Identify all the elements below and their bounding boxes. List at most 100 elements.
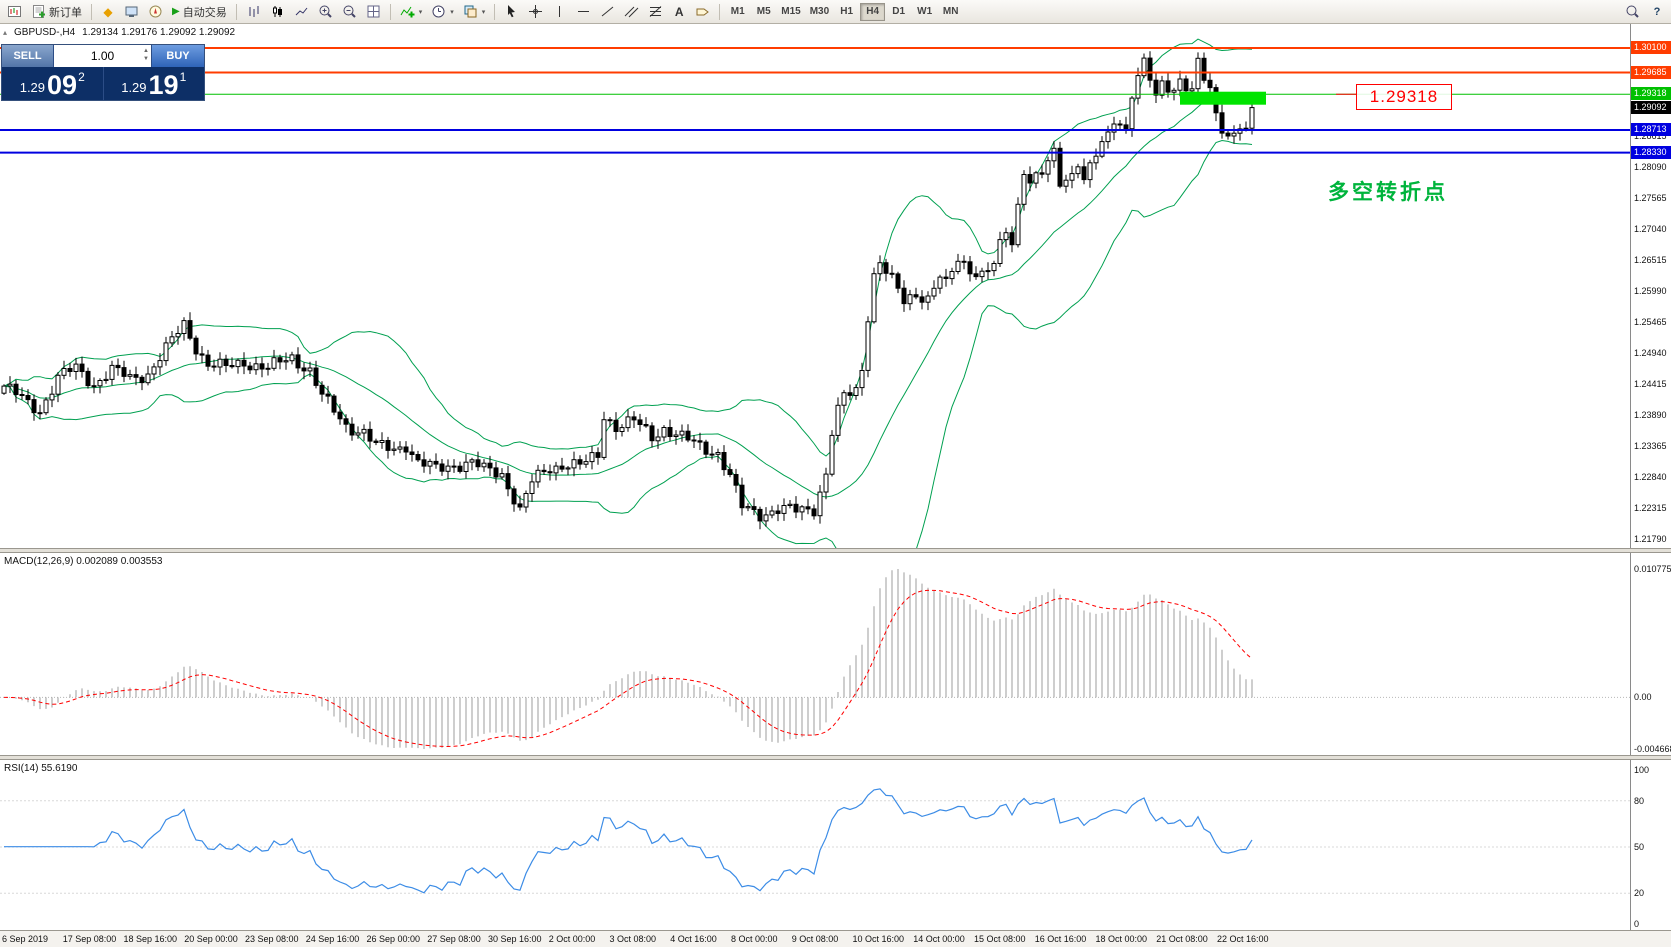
help-button[interactable]: ? (1646, 2, 1668, 22)
price-callout-box: 1.29318 (1356, 84, 1452, 110)
candle-body (373, 440, 379, 444)
candle-body (37, 412, 43, 415)
candle-body (1075, 166, 1081, 175)
volume-spinner[interactable]: ▲ ▼ (143, 47, 149, 63)
new-chart-button[interactable] (3, 2, 26, 22)
macd-scale-label: 0.00 (1634, 692, 1652, 702)
candle-body (859, 370, 865, 389)
auto-trading-label: 自动交易 (182, 6, 227, 19)
ask-price[interactable]: 1.29 19 1 (104, 67, 205, 100)
collapse-triangle-icon[interactable]: ▴ (3, 28, 8, 37)
price-chart-area[interactable]: ▴ GBPUSD-,H4 1.29134 1.29176 1.29092 1.2… (0, 24, 1630, 548)
volume-input[interactable] (54, 45, 151, 67)
candle-body (67, 368, 73, 372)
navigator-button[interactable] (144, 2, 167, 22)
line-chart-mode-button[interactable] (290, 2, 313, 22)
candle-body (607, 419, 613, 422)
time-axis-tick: 20 Sep 00:00 (184, 934, 238, 944)
candlestick-mode-button[interactable] (266, 2, 289, 22)
price-chart-canvas[interactable] (0, 24, 1630, 548)
candle-body (331, 395, 337, 413)
time-axis[interactable]: 6 Sep 2019 17 Sep 08:00 18 Sep 16:00 20 Sep… (0, 930, 1671, 947)
toolbar-right-group: ? (1621, 2, 1668, 22)
vertical-line-tool-button[interactable] (548, 2, 571, 22)
timeframe-button-m30[interactable]: M30 (806, 3, 833, 21)
timeframe-button-mn[interactable]: MN (938, 3, 963, 21)
candle-body (343, 418, 349, 425)
time-axis-tick: 15 Oct 08:00 (974, 934, 1026, 944)
candle-body (787, 503, 793, 506)
candle-body (307, 367, 313, 372)
bollinger-middle-band (3, 94, 1253, 498)
tile-windows-button[interactable] (362, 2, 385, 22)
candle-body (523, 493, 529, 508)
chart-window-icon (8, 6, 21, 17)
new-order-icon (33, 5, 45, 18)
bar-chart-mode-button[interactable] (242, 2, 265, 22)
candlestick-icon (272, 6, 282, 17)
crosshair-tool-button[interactable] (524, 2, 547, 22)
new-order-button[interactable]: 新订单 (27, 2, 86, 22)
templates-button[interactable]: ▾ (459, 2, 490, 22)
candle-body (1051, 147, 1057, 162)
timeframe-button-h4[interactable]: H4 (860, 2, 886, 21)
candle-body (625, 416, 631, 429)
candle-body (163, 342, 169, 362)
macd-panel[interactable]: MACD(12,26,9) 0.002089 0.003553 (0, 553, 1630, 755)
candle-body (145, 373, 151, 384)
sell-button[interactable]: SELL (2, 45, 54, 67)
zoom-out-button[interactable] (338, 2, 361, 22)
timeframe-button-m1[interactable]: M1 (725, 3, 750, 21)
candle-body (553, 465, 559, 474)
panel-splitter[interactable] (0, 548, 1671, 553)
candle-body (745, 506, 751, 509)
label-tool-button[interactable] (691, 2, 714, 22)
candle-body (157, 360, 163, 368)
periods-button[interactable]: ▾ (427, 2, 458, 22)
buy-button[interactable]: BUY (152, 45, 204, 67)
candle-body (865, 321, 871, 371)
candle-body (1069, 173, 1075, 181)
candle-body (265, 367, 271, 370)
symbol-period-label: GBPUSD-,H4 (14, 27, 76, 38)
spin-down-icon[interactable]: ▼ (143, 56, 149, 62)
indicators-button[interactable]: ▾ (396, 2, 427, 22)
trade-panel-prices: 1.29 09 2 1.29 19 1 (2, 67, 204, 100)
auto-trading-button[interactable]: ▶ 自动交易 (168, 2, 231, 22)
candle-body (835, 404, 841, 436)
candle-body (391, 448, 397, 451)
spin-up-icon[interactable]: ▲ (143, 48, 149, 54)
timeframe-button-w1[interactable]: W1 (912, 3, 937, 21)
timeframe-button-d1[interactable]: D1 (886, 3, 911, 21)
text-tool-button[interactable]: A (668, 2, 690, 22)
zoom-in-icon (319, 5, 332, 18)
channel-tool-button[interactable] (620, 2, 643, 22)
candle-body (595, 452, 601, 458)
toolbar-separator (389, 3, 391, 20)
highlight-rectangle (1180, 91, 1266, 105)
data-window-button[interactable] (120, 2, 143, 22)
search-button[interactable] (1621, 2, 1644, 22)
candle-body (451, 465, 457, 468)
price-scale[interactable]: 1.28615 1.28090 1.27565 1.27040 1.26515 1.259… (1631, 0, 1671, 947)
market-watch-button[interactable]: ◆ (97, 2, 119, 22)
volume-field[interactable]: ▲▼ (54, 45, 152, 67)
candle-body (649, 425, 655, 442)
candle-body (271, 357, 277, 369)
horizontal-line-tool-button[interactable] (572, 2, 595, 22)
rsi-panel[interactable]: RSI(14) 55.6190 (0, 760, 1630, 930)
fibonacci-tool-button[interactable] (644, 2, 667, 22)
bid-price[interactable]: 1.29 09 2 (2, 67, 104, 100)
timeframe-button-m15[interactable]: M15 (777, 3, 804, 21)
timeframe-button-h1[interactable]: H1 (834, 3, 859, 21)
candle-body (571, 459, 577, 469)
candle-body (475, 459, 481, 468)
candle-body (541, 469, 547, 473)
cursor-tool-button[interactable] (500, 2, 523, 22)
panel-splitter[interactable] (0, 755, 1671, 760)
zoom-in-button[interactable] (314, 2, 337, 22)
timeframe-button-m5[interactable]: M5 (751, 3, 776, 21)
candle-body (199, 353, 205, 356)
trendline-tool-button[interactable] (596, 2, 619, 22)
